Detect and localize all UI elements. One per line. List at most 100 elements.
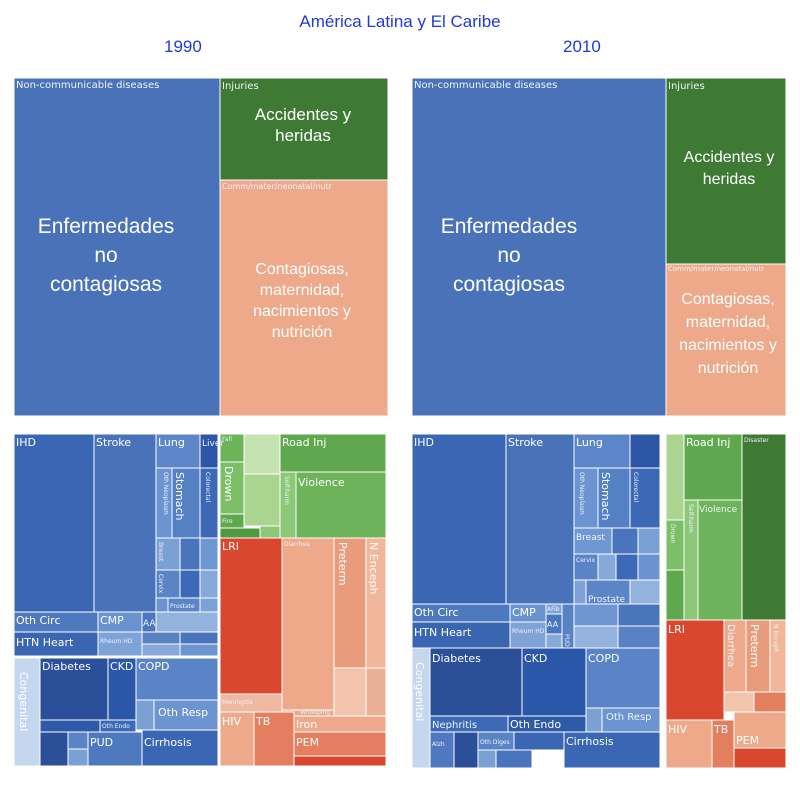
label-1990-drown: Drown — [222, 466, 235, 501]
label-2010-violence: Violence — [699, 505, 738, 515]
cause-2010-resp-a — [585, 707, 603, 733]
label-1990-diabetes: Diabetes — [42, 660, 91, 673]
label-1990-diarrhea: Diarrhea — [284, 541, 310, 548]
cause-2010-pud-b — [513, 731, 565, 751]
label-1990-self-harm: Self-harm — [283, 476, 290, 505]
cause-1990-circ-b — [179, 631, 219, 645]
label-1990-pem: PEM — [296, 736, 319, 749]
cause-2010-comm-c — [733, 747, 787, 769]
cause-2010-circ-a — [545, 633, 563, 649]
cause-2010-alzh — [429, 731, 455, 769]
label-2010-lri: LRI — [668, 623, 685, 636]
label-1990-oth-neoplasm: Oth Neoplasm — [162, 472, 169, 515]
label-1990-oth-circ: Oth Circ — [16, 614, 61, 627]
cause-2010-neo-c — [637, 527, 661, 555]
cause-2010-inj-b — [665, 569, 685, 621]
label-2010-ihd: IHD — [414, 436, 434, 449]
label-1990-rheum-hd: Rheum HD — [100, 638, 133, 645]
cause-1990-circ-d — [179, 643, 219, 657]
cause-1990-tb — [253, 711, 295, 767]
cause-1990-road-inj — [279, 433, 387, 473]
cause-1990-breast — [155, 537, 181, 571]
label-1990-colorectal: Colorectal — [204, 472, 211, 503]
label-2010-congenital: Congenital — [413, 662, 426, 721]
cell-2010-injuries — [665, 77, 787, 265]
cause-2010-diabetes — [429, 647, 523, 717]
cause-1990-dig-c — [67, 748, 89, 767]
label-2010-alzh: Alzh — [432, 741, 445, 748]
cause-2010-ihd — [411, 433, 507, 605]
cause-2010-comm-b — [753, 691, 787, 713]
label-2010-diarrhea: Diarrhea — [725, 624, 736, 667]
cause-1990-copd — [135, 657, 219, 701]
cause-2010-circ-e — [617, 625, 661, 649]
label-1990-iron: Iron — [296, 718, 317, 731]
cell-2010-comm — [665, 263, 787, 417]
cause-1990-neo-f — [199, 597, 219, 613]
label-1990-n-enceph: N Enceph — [367, 542, 380, 594]
cell-1990-comm — [219, 179, 389, 417]
cause-2010-neo-b — [611, 527, 639, 555]
label-1990-cervix: Cervix — [157, 574, 164, 594]
label-1990-lung: Lung — [158, 436, 185, 449]
cause-1990-neo-a — [179, 537, 201, 571]
treemap-1990-categories: Non-communicable diseases Injuries Comm/… — [13, 77, 389, 417]
label-1990-lri: LRI — [222, 540, 239, 553]
cause-2010-neo-d — [597, 553, 617, 581]
label-1990-prostate: Prostate — [170, 603, 195, 610]
label-1990-pud: PUD — [90, 736, 113, 749]
cause-2010-dig-a — [453, 731, 479, 769]
cause-1990-neo-b — [199, 537, 219, 571]
cause-1990-violence — [295, 471, 387, 541]
cause-2010-neo-h — [629, 579, 661, 605]
label-2010-oth-endo: Oth Endo — [510, 718, 561, 731]
label-2010-pem: PEM — [736, 734, 759, 747]
label-2010-prostate: Prostate — [588, 595, 626, 605]
cause-2010-comm-a — [723, 691, 755, 713]
cause-1990-neonatal-a — [333, 667, 367, 717]
label-2010-tb: TB — [713, 723, 728, 736]
label-1990-preterm: Preterm — [336, 542, 349, 586]
cause-2010-lri — [665, 619, 725, 721]
cause-1990-stroke — [93, 433, 157, 613]
label-2010-aa: AA — [547, 620, 559, 629]
cause-2010-pem — [733, 711, 787, 749]
year-label-2010: 2010 — [563, 37, 601, 56]
label-2010-self-harm: Self-harm — [687, 504, 694, 533]
cause-2010-lung — [573, 433, 631, 469]
label-1990-hiv: HIV — [222, 715, 242, 728]
cause-2010-stroke — [505, 433, 575, 605]
label-1990-ihd: IHD — [16, 436, 36, 449]
label-1990-oth-resp: Oth Resp — [158, 706, 208, 719]
label-1990-fire: Fire — [222, 518, 233, 525]
cause-2010-rheum-hd — [509, 621, 547, 649]
cause-2010-circ-b — [573, 603, 619, 627]
label-2010-road-inj: Road Inj — [686, 436, 730, 449]
cause-2010-neo-f — [637, 553, 661, 581]
cause-1990-oth-resp-a — [135, 699, 155, 731]
label-2010-oth-circ: Oth Circ — [414, 606, 459, 619]
cause-1990-lri — [219, 537, 283, 695]
cause-2010-road-inj — [683, 433, 743, 501]
label-2010-stomach: Stomach — [599, 472, 612, 521]
cause-1990-diarrhea — [281, 537, 335, 711]
label-2010-colorectal: Colorectal — [632, 472, 639, 503]
cause-1990-diabetes — [39, 657, 109, 721]
cat-label-2010-ncd: Enfermedades no contagiosas — [441, 215, 578, 296]
label-2010-disaster: Disaster — [744, 437, 769, 444]
cause-2010-circ-c — [617, 603, 661, 627]
cause-1990-inj-b — [243, 473, 281, 527]
cause-1990-oth-resp — [153, 699, 219, 731]
label-2010-afib: AFib — [547, 606, 560, 613]
label-1990-road-inj: Road Inj — [282, 436, 326, 449]
label-2010-copd: COPD — [588, 652, 619, 665]
label-1990-breast: Breast — [157, 542, 164, 562]
cause-1990-fall — [219, 433, 245, 463]
label-2010-oth-resp: Oth Resp — [606, 712, 652, 723]
cause-2010-cervix — [573, 553, 599, 581]
label-2010-n-enceph: N Enceph — [772, 624, 779, 653]
label-1990-stroke: Stroke — [96, 436, 131, 449]
label-1990-ckd: CKD — [110, 660, 133, 673]
label-2010-pud: PUD — [563, 634, 570, 647]
label-1990-tb: TB — [255, 715, 270, 728]
